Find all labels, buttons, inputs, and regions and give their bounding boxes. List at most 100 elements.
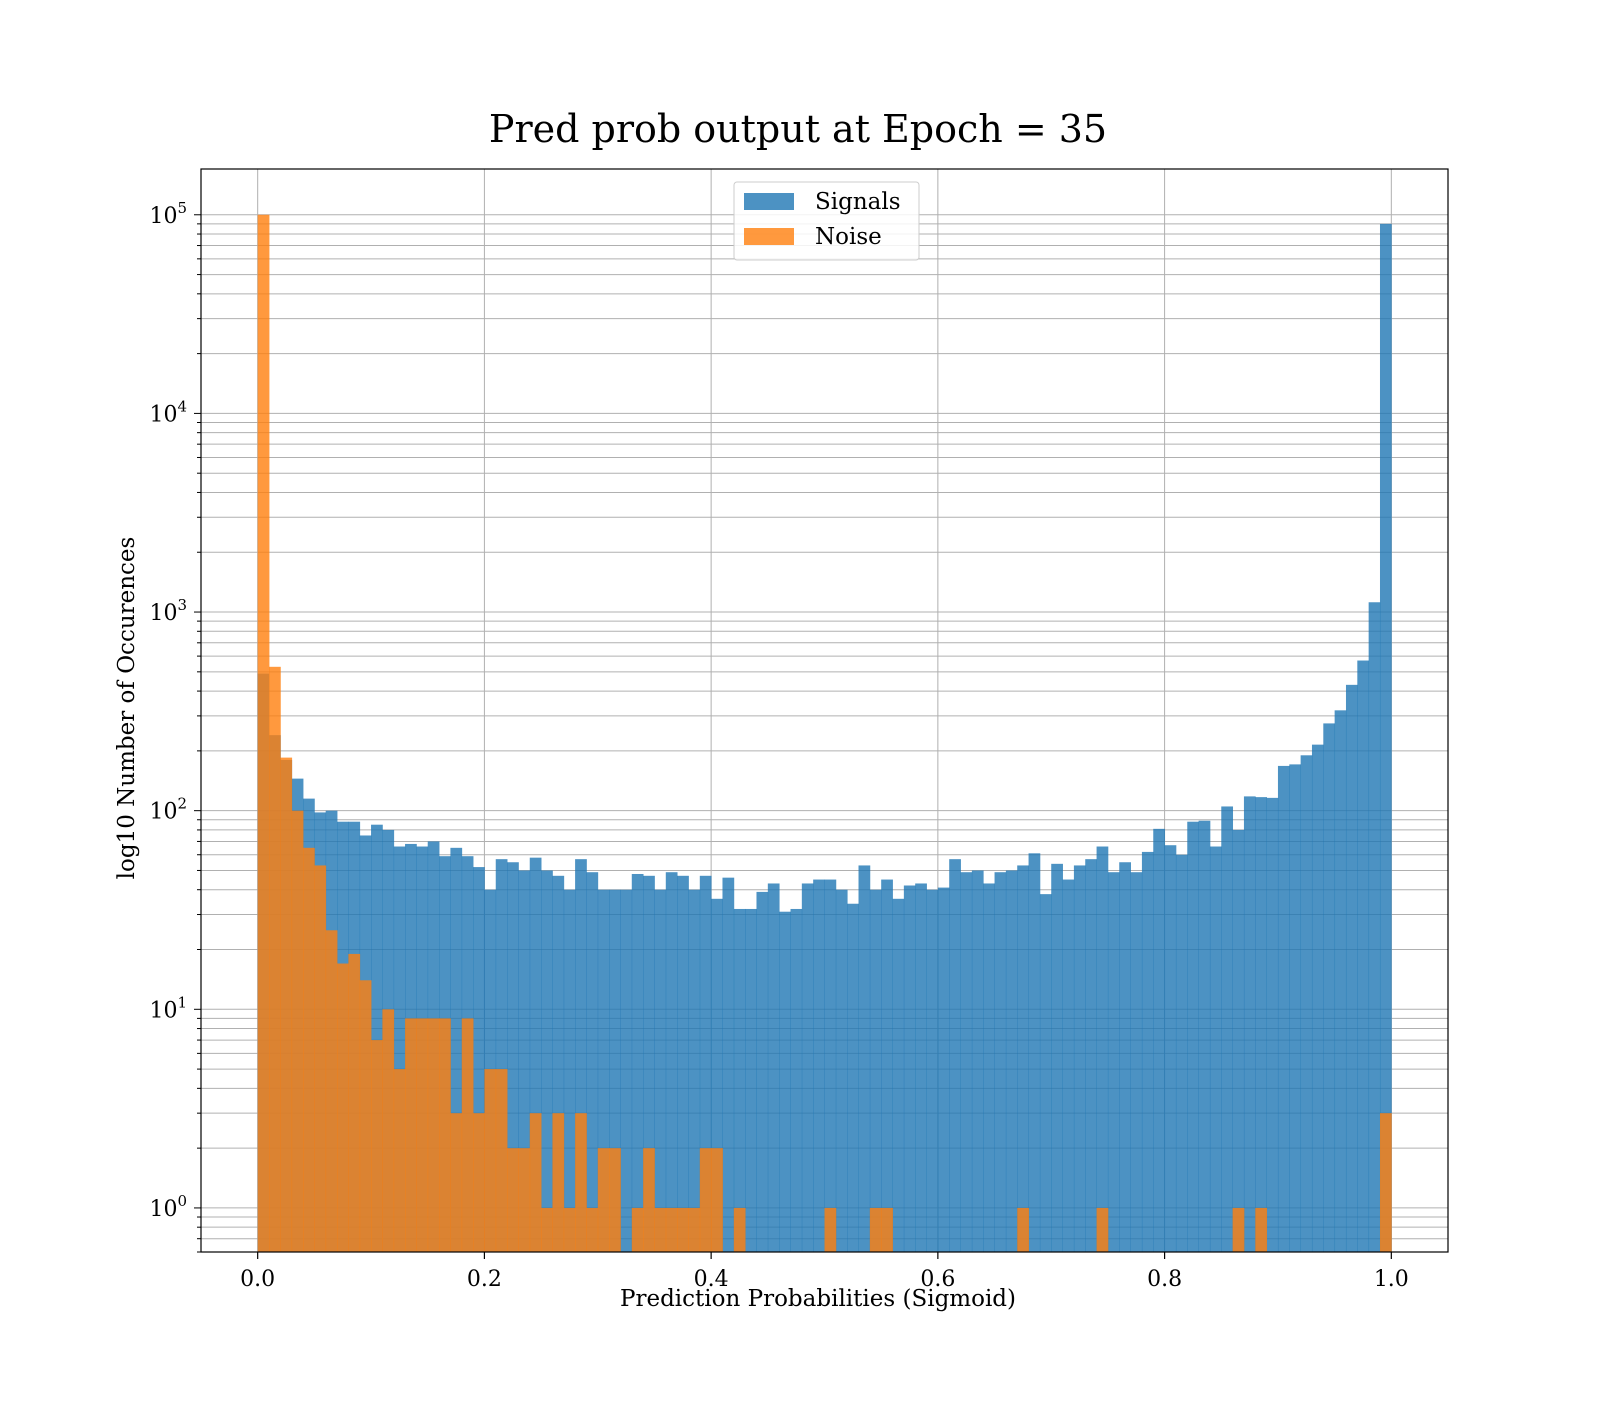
bar-signals-29 <box>586 872 599 1252</box>
y-tick-label: 104 <box>149 397 187 427</box>
bar-signals-27 <box>563 889 576 1252</box>
bar-signals-68 <box>1028 853 1041 1252</box>
bar-noise-0 <box>257 214 270 1252</box>
bar-signals-88 <box>1255 797 1268 1252</box>
bar-signals-57 <box>903 885 916 1252</box>
bar-noise-35 <box>654 1207 667 1252</box>
bar-noise-20 <box>484 1069 497 1252</box>
bar-signals-28 <box>575 859 587 1252</box>
bar-noise-23 <box>518 1148 531 1252</box>
bar-signals-47 <box>790 908 803 1252</box>
bar-noise-13 <box>405 1018 417 1252</box>
bar-signals-37 <box>677 875 689 1252</box>
bar-signals-45 <box>767 883 780 1252</box>
bar-signals-21 <box>495 859 508 1252</box>
bar-signals-63 <box>971 870 984 1252</box>
plot-frame <box>200 168 1449 1253</box>
bar-signals-99 <box>1379 223 1392 1252</box>
bar-signals-36 <box>665 872 678 1252</box>
bar-noise-37 <box>677 1207 689 1252</box>
bar-signals-54 <box>869 889 882 1252</box>
bar-noise-6 <box>325 930 338 1252</box>
bar-signals-59 <box>926 889 939 1252</box>
x-tick-label: 0.0 <box>240 1267 275 1292</box>
bar-noise-24 <box>529 1113 542 1252</box>
bar-signals-44 <box>756 891 769 1252</box>
bar-noise-31 <box>609 1148 621 1252</box>
bar-signals-30 <box>597 889 610 1252</box>
bar-signals-77 <box>1130 872 1143 1252</box>
legend-swatch-noise <box>744 228 794 245</box>
bar-signals-82 <box>1187 821 1199 1252</box>
x-axis: 0.0 0.2 0.4 0.6 0.8 1.0 <box>240 1252 1409 1292</box>
bar-signals-49 <box>813 879 825 1252</box>
bar-signals-93 <box>1311 744 1324 1252</box>
bar-signals-34 <box>643 875 655 1252</box>
bar-signals-76 <box>1119 862 1131 1252</box>
bar-signals-92 <box>1300 755 1313 1252</box>
y-axis-label: log10 Number of Occurences <box>114 537 140 880</box>
bar-noise-18 <box>461 1018 474 1252</box>
y-tick-label: 103 <box>149 596 187 626</box>
x-tick-label: 0.2 <box>467 1267 502 1292</box>
bar-noise-67 <box>1017 1207 1029 1252</box>
bar-signals-89 <box>1266 797 1279 1252</box>
x-tick-label: 1.0 <box>1374 1267 1409 1292</box>
y-tick-label: 101 <box>149 993 187 1023</box>
bar-noise-55 <box>881 1207 893 1252</box>
bar-signals-65 <box>994 872 1007 1252</box>
bar-signals-60 <box>937 887 950 1252</box>
bar-signals-52 <box>847 903 859 1252</box>
bar-noise-42 <box>733 1207 746 1252</box>
bar-noise-99 <box>1379 1113 1392 1252</box>
bar-noise-7 <box>337 963 349 1252</box>
bar-signals-72 <box>1073 865 1086 1252</box>
bar-noise-50 <box>824 1207 837 1252</box>
bar-noise-27 <box>563 1207 576 1252</box>
bar-noise-26 <box>552 1113 565 1252</box>
bar-noise-74 <box>1096 1207 1109 1252</box>
legend-label-noise: Noise <box>815 224 882 250</box>
bar-signals-90 <box>1277 765 1290 1252</box>
bar-signals-62 <box>960 872 973 1252</box>
bar-noise-28 <box>575 1113 587 1252</box>
x-tick-label: 0.4 <box>694 1267 729 1292</box>
bar-noise-10 <box>371 1040 383 1252</box>
bar-signals-42 <box>733 908 746 1252</box>
bar-noise-33 <box>631 1207 644 1252</box>
y-axis: 100 101 102 103 104 105 <box>149 199 201 1253</box>
bar-noise-8 <box>348 953 361 1252</box>
bar-noise-39 <box>699 1148 712 1252</box>
bar-signals-91 <box>1289 764 1302 1252</box>
bar-signals-22 <box>507 862 519 1252</box>
bar-noise-12 <box>393 1069 406 1252</box>
bar-signals-41 <box>722 877 735 1252</box>
bar-noise-14 <box>416 1018 429 1252</box>
bar-signals-86 <box>1232 829 1245 1252</box>
bar-signals-84 <box>1209 846 1222 1252</box>
legend-label-signals: Signals <box>815 189 901 215</box>
bar-noise-25 <box>541 1207 553 1252</box>
bar-signals-61 <box>949 859 961 1252</box>
bar-noise-86 <box>1232 1207 1245 1252</box>
bar-noise-30 <box>597 1148 610 1252</box>
bar-signals-58 <box>915 883 927 1252</box>
bar-signals-87 <box>1243 796 1256 1252</box>
bar-signals-70 <box>1051 863 1063 1252</box>
bar-signals-53 <box>858 865 871 1252</box>
bar-noise-19 <box>473 1113 485 1252</box>
bar-noise-15 <box>427 1018 440 1252</box>
bar-noise-21 <box>495 1069 508 1252</box>
legend-swatch-signals <box>744 193 794 210</box>
bar-signals-43 <box>745 908 757 1252</box>
bar-signals-33 <box>631 873 644 1252</box>
bar-signals-32 <box>620 889 633 1252</box>
bar-signals-73 <box>1085 859 1097 1252</box>
bar-noise-38 <box>688 1207 701 1252</box>
bar-noise-3 <box>291 810 304 1252</box>
bar-signals-39 <box>699 875 712 1252</box>
bar-signals-81 <box>1175 854 1188 1252</box>
bar-noise-5 <box>314 865 327 1252</box>
